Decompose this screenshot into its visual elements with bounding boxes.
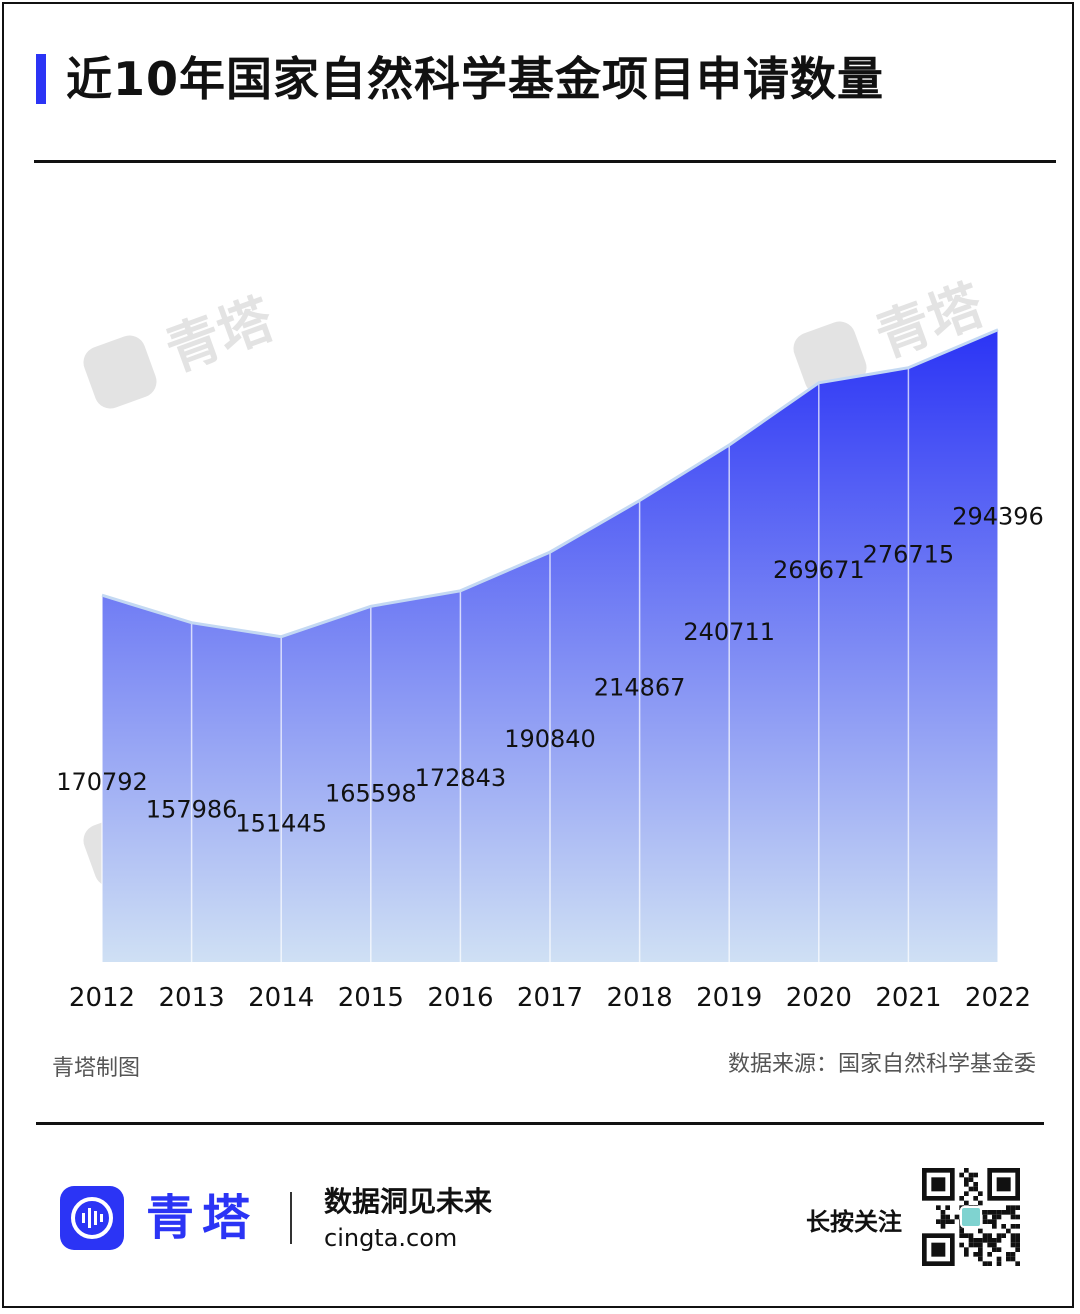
title-accent-bar (36, 54, 46, 104)
chart-title: 近10年国家自然科学基金项目申请数量 (66, 52, 885, 106)
data-label: 172843 (415, 764, 507, 792)
qr-code-icon[interactable] (922, 1168, 1020, 1266)
data-label: 165598 (325, 779, 417, 807)
brand-divider (290, 1192, 292, 1244)
brand-logo-icon (60, 1186, 124, 1250)
x-tick-label: 2015 (338, 983, 404, 1013)
data-label: 170792 (56, 768, 148, 796)
data-label: 151445 (235, 810, 327, 838)
x-tick-label: 2022 (965, 983, 1031, 1013)
x-tick-label: 2020 (786, 983, 852, 1013)
data-label: 269671 (773, 556, 865, 584)
x-tick-label: 2013 (159, 983, 225, 1013)
x-tick-label: 2021 (875, 983, 941, 1013)
x-tick-label: 2019 (696, 983, 762, 1013)
series-line (101, 328, 999, 639)
brand-site: cingta.com (324, 1224, 458, 1252)
data-label: 240711 (683, 618, 775, 646)
watermark-logo-icon (83, 335, 157, 409)
watermark: 青塔 (83, 287, 282, 409)
follow-label: 长按关注 (806, 1208, 902, 1236)
brand-name: 青塔 (146, 1190, 259, 1246)
watermark-logo-icon (793, 321, 867, 395)
x-tick-label: 2016 (427, 983, 493, 1013)
area-chart: 青塔青塔青塔青塔 1707921579861514451655981728431… (56, 273, 1044, 1013)
x-tick-label: 2012 (69, 983, 135, 1013)
made-by-note: 青塔制图 (52, 1056, 141, 1081)
watermark-text: 青塔 (158, 287, 282, 383)
data-label: 214867 (594, 674, 686, 702)
source-note: 数据来源：国家自然科学基金委 (727, 1052, 1036, 1077)
x-tick-label: 2014 (248, 983, 314, 1013)
data-label: 294396 (952, 503, 1044, 531)
brand-slogan: 数据洞见未来 (324, 1185, 493, 1218)
data-label: 190840 (504, 725, 596, 753)
data-label: 157986 (146, 796, 238, 824)
top-divider (34, 160, 1056, 163)
data-label: 276715 (863, 541, 955, 569)
x-tick-label: 2017 (517, 983, 583, 1013)
bottom-divider (36, 1122, 1044, 1125)
x-tick-label: 2018 (607, 983, 673, 1013)
